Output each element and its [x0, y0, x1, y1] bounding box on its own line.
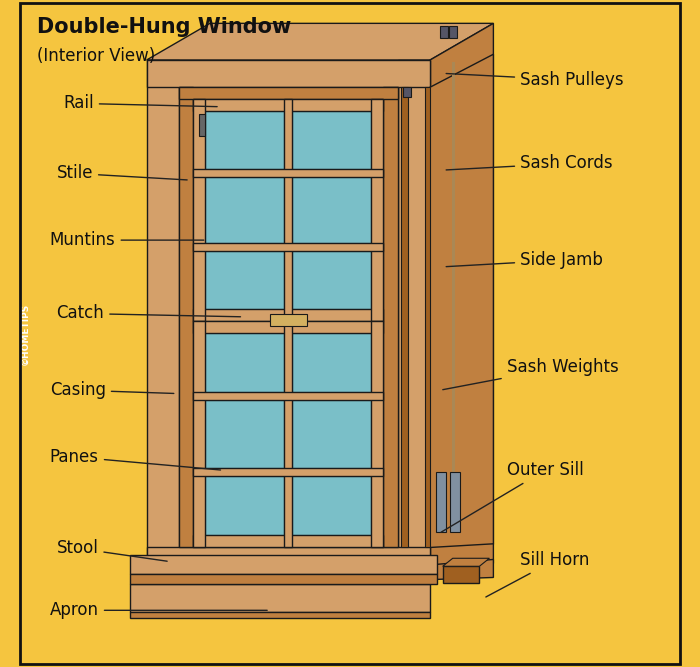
Bar	[193, 468, 384, 476]
Text: Rail: Rail	[63, 95, 217, 112]
Bar	[284, 99, 293, 321]
Bar	[205, 251, 284, 309]
Bar	[371, 99, 384, 321]
Bar	[130, 574, 437, 584]
Bar	[193, 99, 384, 321]
Text: ©HOMETIPS: ©HOMETIPS	[21, 302, 29, 365]
Bar	[193, 309, 384, 321]
Bar	[371, 321, 384, 548]
Text: Stile: Stile	[57, 165, 187, 182]
Bar	[436, 472, 447, 532]
Bar	[403, 87, 412, 97]
Bar	[384, 87, 398, 548]
Text: Sash Cords: Sash Cords	[446, 155, 612, 172]
Polygon shape	[452, 61, 455, 494]
Text: Stool: Stool	[57, 540, 167, 561]
Text: Double-Hung Window: Double-Hung Window	[36, 17, 290, 37]
Bar	[293, 333, 371, 392]
Polygon shape	[425, 87, 430, 548]
Bar	[205, 400, 284, 468]
Bar	[193, 321, 205, 548]
Bar	[284, 321, 293, 548]
Bar	[178, 87, 193, 548]
Polygon shape	[430, 560, 494, 580]
Text: Apron: Apron	[50, 602, 267, 619]
Bar	[205, 476, 284, 536]
Bar	[205, 333, 284, 392]
Text: Sill Horn: Sill Horn	[486, 552, 589, 597]
Bar	[130, 612, 430, 618]
Bar	[146, 60, 430, 87]
Bar	[130, 555, 437, 574]
Bar	[193, 169, 384, 177]
Bar	[293, 400, 371, 468]
Bar	[293, 111, 371, 169]
Text: Panes: Panes	[50, 448, 220, 470]
Bar	[449, 26, 457, 38]
Bar	[146, 60, 178, 568]
Bar	[205, 177, 284, 243]
Text: Catch: Catch	[57, 305, 241, 322]
Bar	[193, 99, 205, 321]
Bar	[442, 566, 480, 583]
Polygon shape	[442, 558, 489, 566]
Text: Sash Weights: Sash Weights	[443, 358, 619, 390]
Text: Muntins: Muntins	[50, 231, 204, 249]
Bar	[193, 536, 384, 548]
Polygon shape	[430, 54, 494, 548]
Bar	[398, 60, 430, 568]
Bar	[440, 26, 447, 38]
Bar	[293, 476, 371, 536]
Polygon shape	[146, 23, 494, 60]
Bar	[193, 243, 384, 251]
Bar	[146, 548, 430, 568]
Bar	[293, 251, 371, 309]
Polygon shape	[430, 23, 494, 568]
Bar	[178, 87, 398, 99]
Bar	[193, 99, 384, 111]
Text: (Interior View): (Interior View)	[36, 47, 155, 65]
Bar	[193, 99, 384, 548]
Bar	[130, 584, 430, 612]
Text: Side Jamb: Side Jamb	[446, 251, 603, 269]
Text: Outer Sill: Outer Sill	[441, 462, 584, 532]
Bar	[293, 177, 371, 243]
Bar	[193, 392, 384, 400]
Bar	[449, 472, 460, 532]
Bar	[199, 114, 205, 135]
Bar	[205, 111, 284, 169]
Bar	[270, 313, 307, 325]
Bar	[401, 87, 408, 548]
Text: Casing: Casing	[50, 382, 174, 399]
Bar	[193, 321, 384, 333]
Bar	[193, 321, 384, 548]
Text: Sash Pulleys: Sash Pulleys	[446, 71, 624, 89]
